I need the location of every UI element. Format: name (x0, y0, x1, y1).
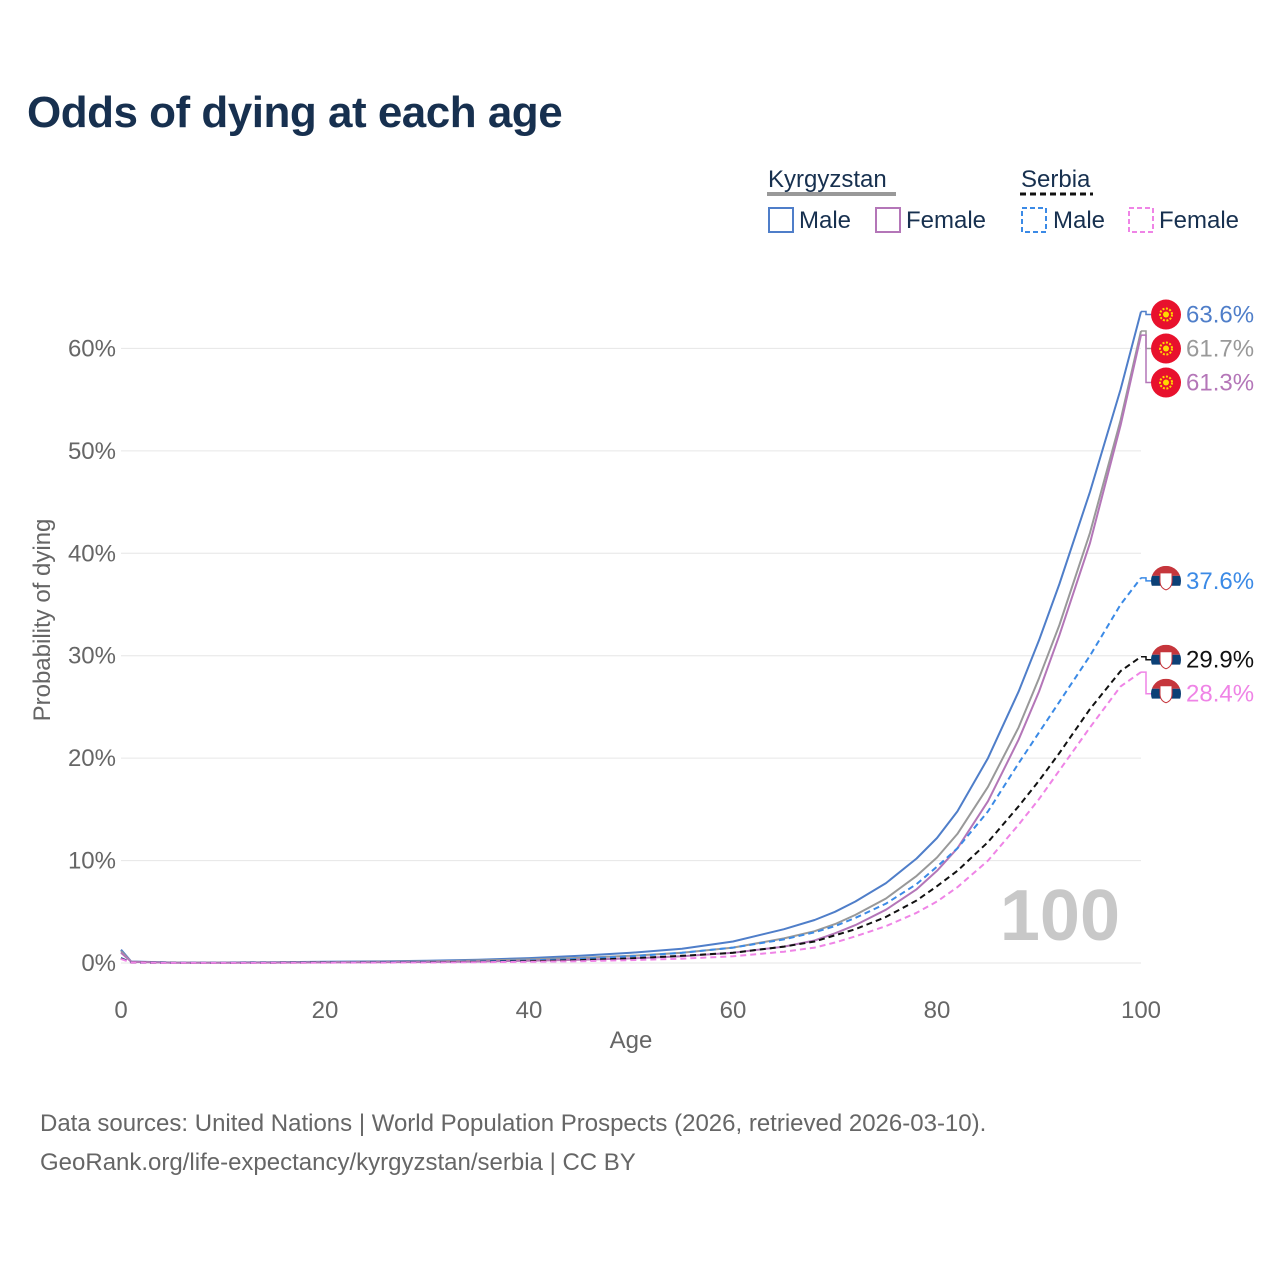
legend-kg-female-swatch[interactable] (875, 207, 901, 233)
source-note: Data sources: United Nations | World Pop… (40, 1104, 986, 1182)
source-url[interactable]: GeoRank.org/life-expectancy/kyrgyzstan/s… (40, 1149, 636, 1176)
y-axis-label: Probability of dying (29, 519, 56, 722)
series-line-kg_male[interactable] (120, 311, 1142, 964)
age-watermark: 100 (1000, 876, 1120, 956)
legend-rs-male-swatch[interactable] (1021, 207, 1047, 233)
y-tick-label: 40% (68, 540, 116, 567)
end-label-connector (1141, 310, 1151, 316)
x-tick-label: 20 (312, 997, 339, 1024)
y-tick-label: 60% (68, 335, 116, 362)
legend-rs-female-swatch[interactable] (1128, 207, 1154, 233)
kyrgyzstan-flag-icon (1151, 367, 1181, 398)
end-value-label-rs_total: 29.9% (1186, 647, 1254, 674)
series-line-kg_female[interactable] (120, 334, 1142, 964)
x-tick-label: 60 (720, 997, 747, 1024)
page-title: Odds of dying at each age (27, 88, 563, 137)
y-tick-label: 50% (68, 438, 116, 465)
y-tick-label: 30% (68, 643, 116, 670)
series-line-rs_male[interactable] (120, 577, 1142, 964)
end-label-connector (1141, 334, 1151, 384)
legend-kg-male-swatch[interactable] (768, 207, 794, 233)
end-value-label-kg_total: 61.7% (1186, 336, 1254, 363)
kyrgyzstan-flag-icon (1151, 333, 1181, 364)
source-line: Data sources: United Nations | World Pop… (40, 1110, 987, 1137)
end-label-connector (1141, 577, 1151, 582)
y-tick-label: 20% (68, 745, 116, 772)
end-value-label-kg_female: 61.3% (1186, 370, 1254, 397)
legend-serbia-title: Serbia (1021, 166, 1091, 193)
legend-rs-female-label[interactable]: Female (1159, 207, 1239, 234)
x-tick-label: 0 (114, 997, 127, 1024)
end-label-connector (1141, 655, 1151, 661)
end-value-label-kg_male: 63.6% (1186, 302, 1254, 329)
serbia-flag-icon (1151, 678, 1181, 709)
end-value-label-rs_male: 37.6% (1186, 568, 1254, 595)
legend-kyrgyzstan-title: Kyrgyzstan (768, 166, 887, 193)
gridlines (121, 347, 1141, 964)
kyrgyzstan-flag-icon (1151, 299, 1181, 330)
serbia-flag-icon (1151, 565, 1181, 596)
x-tick-label: 100 (1121, 997, 1161, 1024)
series-line-rs_female[interactable] (120, 671, 1142, 964)
x-axis-ticks: 0 20 40 60 80 100 (114, 997, 1161, 1024)
x-tick-label: 80 (924, 997, 951, 1024)
serbia-flag-icon (1151, 644, 1181, 675)
y-axis-ticks: 0% 10% 20% 30% 40% 50% 60% (68, 335, 116, 977)
legend-kg-female-label[interactable]: Female (906, 207, 986, 234)
series-line-kg_total[interactable] (120, 330, 1142, 964)
legend-kg-male-label[interactable]: Male (799, 207, 851, 234)
series-line-rs_total[interactable] (120, 655, 1142, 964)
x-axis-label: Age (610, 1027, 653, 1054)
end-value-label-rs_female: 28.4% (1186, 681, 1254, 708)
legend: Kyrgyzstan Male Female Serbia Male Femal… (767, 166, 1239, 234)
end-labels: 63.6% 61.7% 61.3% 37.6% 29.9% 28.4% (1141, 299, 1254, 709)
series-lines (120, 311, 1142, 964)
y-tick-label: 10% (68, 848, 116, 875)
end-label-connector (1141, 671, 1151, 695)
legend-rs-male-label[interactable]: Male (1053, 207, 1105, 234)
x-tick-label: 40 (516, 997, 543, 1024)
y-tick-label: 0% (81, 950, 116, 977)
